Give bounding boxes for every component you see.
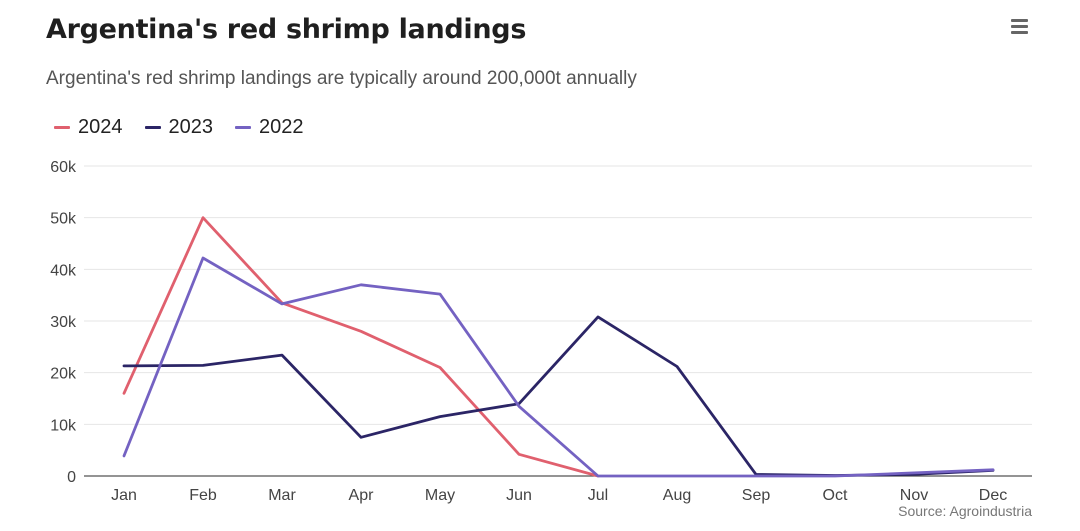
y-tick-label: 60k xyxy=(50,159,77,176)
chart-subtitle: Argentina's red shrimp landings are typi… xyxy=(46,68,637,89)
x-tick-label: Jun xyxy=(506,487,532,504)
y-tick-label: 40k xyxy=(50,262,77,279)
source-note: Source: Agroindustria xyxy=(898,503,1032,519)
legend-swatch-2023 xyxy=(144,126,161,129)
x-tick-label: Sep xyxy=(742,487,771,504)
x-tick-label: Apr xyxy=(349,487,375,504)
legend-label-2024: 2024 xyxy=(78,116,123,138)
menu-bar xyxy=(1010,30,1028,34)
x-tick-label: Jul xyxy=(588,487,608,504)
menu-bar xyxy=(1010,24,1028,28)
x-tick-label: Mar xyxy=(268,487,296,504)
x-tick-label: Oct xyxy=(823,487,848,504)
y-tick-label: 10k xyxy=(50,417,77,434)
x-tick-label: Jan xyxy=(111,487,137,504)
x-tick-label: Nov xyxy=(900,487,928,504)
gridlines xyxy=(84,165,1032,477)
series-line-2023[interactable] xyxy=(122,315,995,477)
hamburger-menu-icon[interactable] xyxy=(1006,14,1032,38)
y-tick-label: 50k xyxy=(50,211,77,228)
legend-item-2024[interactable]: 2024 xyxy=(54,116,123,139)
chart-title: Argentina's red shrimp landings xyxy=(46,14,527,45)
series-line-2022[interactable] xyxy=(122,256,995,478)
series-line-2024[interactable] xyxy=(122,216,600,478)
y-tick-label: 0 xyxy=(67,469,76,486)
legend-swatch-2024 xyxy=(54,126,70,129)
x-tick-label: Feb xyxy=(189,487,217,504)
y-tick-label: 20k xyxy=(50,366,77,383)
legend: 2024 2023 2022 xyxy=(54,116,304,139)
legend-swatch-2022 xyxy=(235,126,251,129)
legend-label-2022: 2022 xyxy=(259,116,304,138)
y-tick-label: 30k xyxy=(50,314,77,331)
x-tick-label: Aug xyxy=(663,487,691,504)
legend-item-2023[interactable]: 2023 xyxy=(144,116,214,139)
legend-label-2023: 2023 xyxy=(168,116,214,138)
axes: 0 10k 20k 30k 40k 50k 60k Jan Feb Mar Apr May Jun Jul… xyxy=(50,159,1007,504)
series-lines xyxy=(122,216,995,478)
menu-bar xyxy=(1010,18,1028,22)
x-tick-label: May xyxy=(425,487,455,504)
legend-item-2022[interactable]: 2022 xyxy=(235,116,304,139)
x-tick-label: Dec xyxy=(979,487,1007,504)
